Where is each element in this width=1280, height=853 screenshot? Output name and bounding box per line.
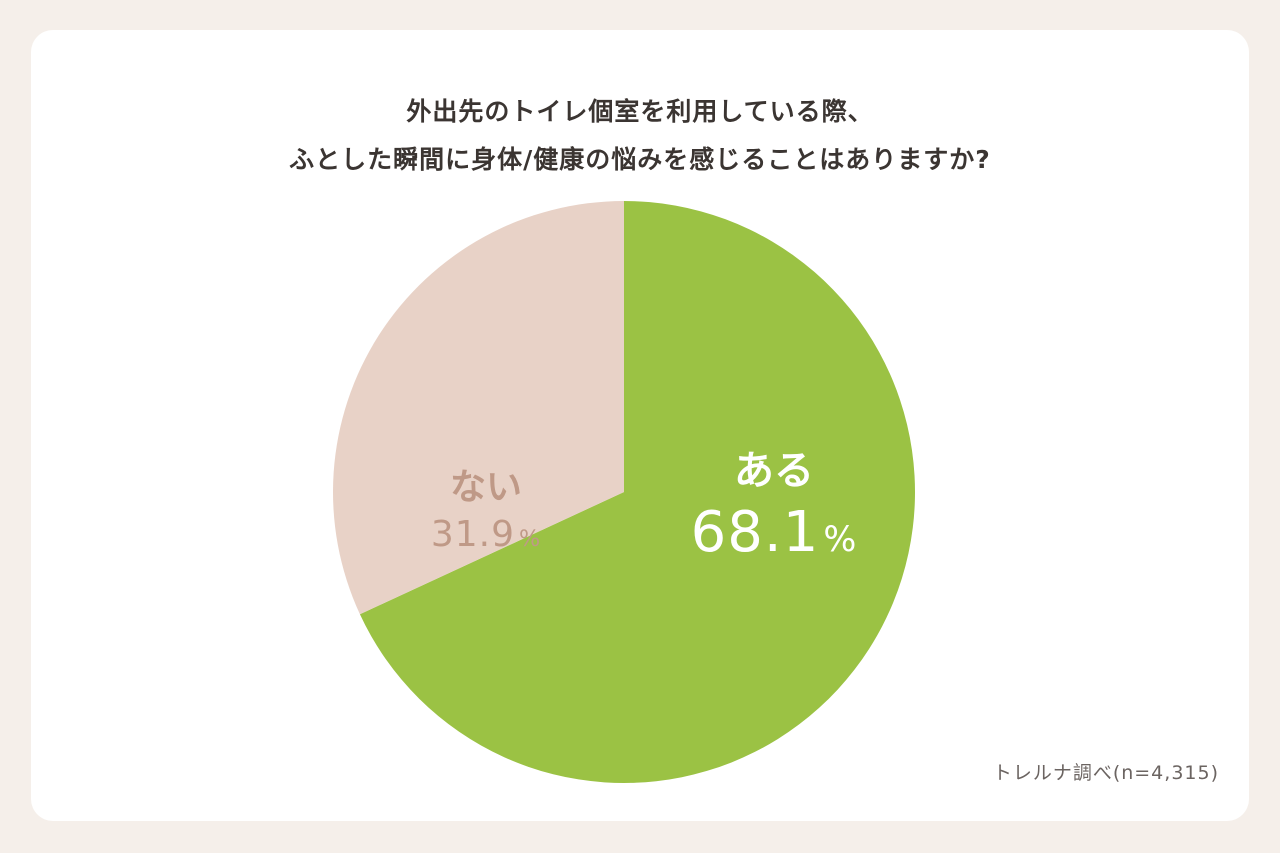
chart-title: 外出先のトイレ個室を利用している際、 ふとした瞬間に身体/健康の悩みを感じること…	[31, 88, 1249, 184]
source-note: トレルナ調べ(n=4,315)	[992, 762, 1219, 784]
slice-value-yes: 68.1	[690, 500, 820, 565]
slice-label-no: ない 31.9%	[386, 465, 586, 563]
slice-percent-no: 31.9%	[386, 511, 586, 563]
slice-category-yes: ある	[734, 448, 814, 494]
slice-unit-yes: %	[823, 520, 858, 560]
slice-category-no: ない	[449, 467, 522, 508]
slice-percent-yes: 68.1%	[674, 497, 874, 576]
pie-chart: ある 68.1% ない 31.9%	[332, 200, 916, 784]
chart-title-line-2: ふとした瞬間に身体/健康の悩みを感じることはありますか?	[289, 145, 991, 174]
pie-slice-yes	[359, 201, 916, 783]
chart-title-line-1: 外出先のトイレ個室を利用している際、	[406, 97, 874, 126]
slice-value-no: 31.9	[430, 514, 515, 555]
pie-slice-no	[332, 201, 624, 615]
chart-card: 外出先のトイレ個室を利用している際、 ふとした瞬間に身体/健康の悩みを感じること…	[31, 30, 1249, 821]
slice-unit-no: %	[518, 526, 542, 552]
pie-svg	[332, 201, 916, 783]
slice-label-yes: ある 68.1%	[674, 445, 874, 576]
